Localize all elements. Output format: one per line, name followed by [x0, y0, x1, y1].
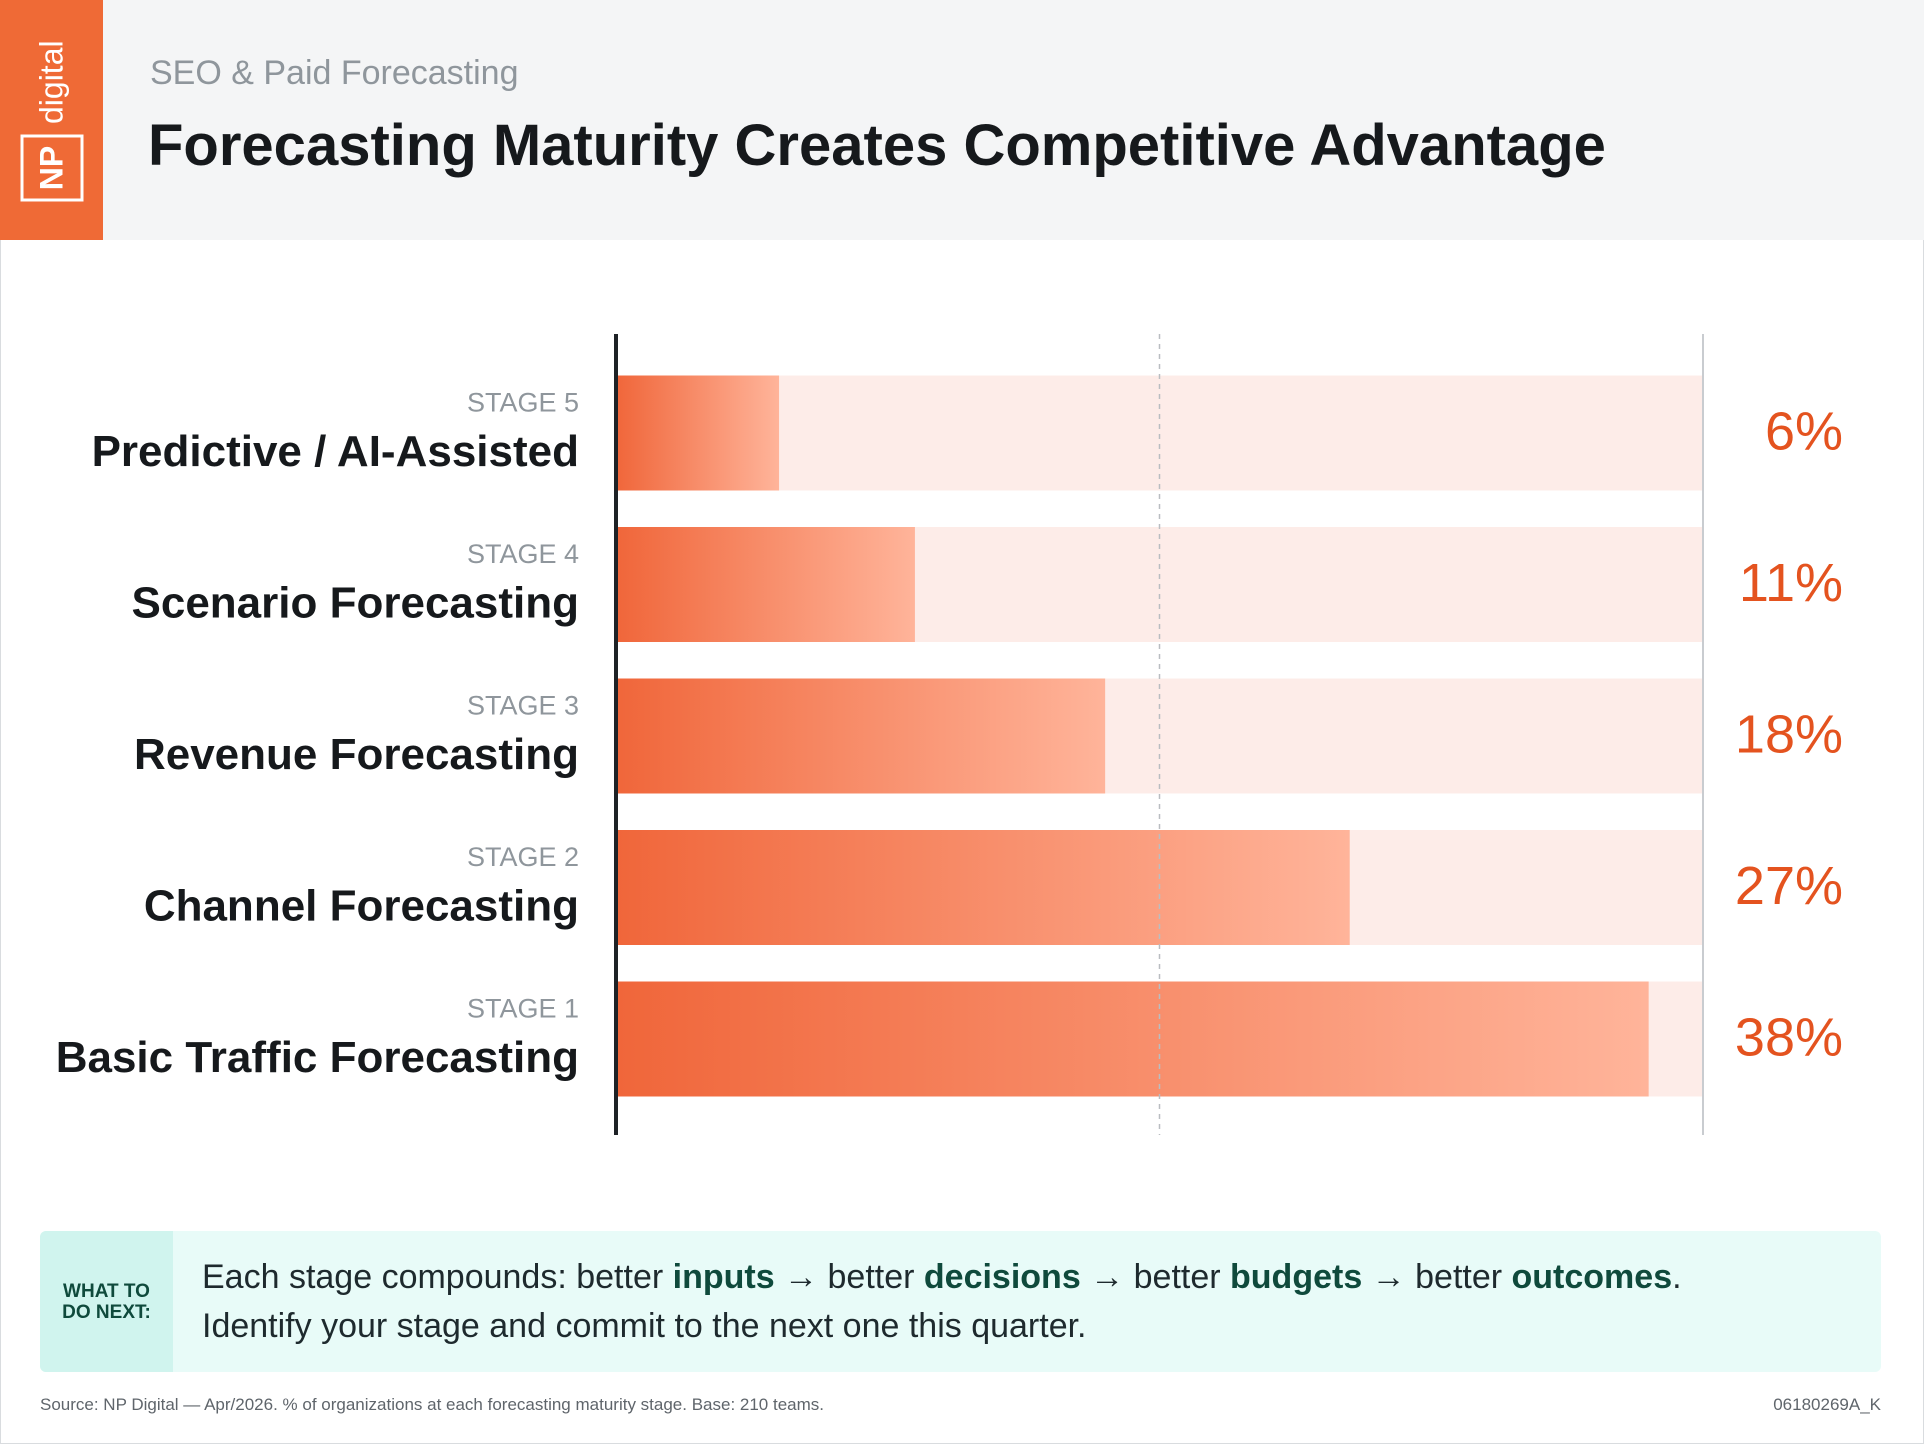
- note-segment: → better: [1362, 1258, 1512, 1296]
- note-segment: → better: [1080, 1258, 1231, 1296]
- note-emphasis: decisions: [923, 1258, 1081, 1296]
- note-segment: → better: [774, 1258, 924, 1296]
- category-label: Scenario Forecasting: [132, 579, 579, 628]
- value-label: 6%: [1765, 401, 1843, 461]
- note-segment: Each stage compounds: better: [202, 1258, 673, 1296]
- category-label: Revenue Forecasting: [134, 730, 579, 779]
- bar: [616, 981, 1649, 1097]
- note-text: Each stage compounds: better inputs → be…: [202, 1253, 1682, 1351]
- note-emphasis: inputs: [672, 1258, 775, 1296]
- stage-label: STAGE 5: [467, 388, 579, 418]
- value-label: 11%: [1739, 553, 1843, 613]
- bar: [616, 830, 1350, 945]
- category-label: Channel Forecasting: [144, 882, 579, 931]
- note-segment: Identify your stage and commit to the ne…: [202, 1307, 1087, 1345]
- note-label-box: WHAT TO DO NEXT:: [40, 1231, 173, 1372]
- code: 06180269A_K: [1773, 1395, 1881, 1414]
- note-emphasis: outcomes: [1511, 1258, 1673, 1296]
- logo: NP digital: [0, 0, 103, 240]
- source: Source: NP Digital — Apr/2026. % of orga…: [40, 1395, 824, 1414]
- header: NP digital SEO & Paid Forecasting Foreca…: [0, 0, 1924, 240]
- chart-title: Forecasting Maturity Creates Competitive…: [148, 113, 1606, 178]
- logo-np: NP: [33, 146, 69, 190]
- bar: [616, 678, 1106, 794]
- note-line: Each stage compounds: better inputs → be…: [202, 1253, 1682, 1302]
- supertitle: SEO & Paid Forecasting: [150, 54, 519, 92]
- stage-label: STAGE 3: [467, 691, 579, 721]
- bar: [616, 375, 780, 491]
- category-label: Basic Traffic Forecasting: [56, 1033, 579, 1082]
- category-label: Predictive / AI-Assisted: [92, 427, 579, 476]
- value-label: 27%: [1735, 856, 1843, 916]
- stage-label: STAGE 4: [467, 539, 579, 569]
- logo-word: digital: [33, 40, 69, 124]
- value-label: 18%: [1735, 704, 1843, 764]
- stage-label: STAGE 2: [467, 842, 579, 872]
- logo-box: [20, 134, 84, 202]
- value-label: 38%: [1735, 1007, 1843, 1067]
- note-label: WHAT TO DO NEXT:: [62, 1280, 151, 1323]
- logo-mark: NP digital: [20, 40, 84, 202]
- note-emphasis: budgets: [1230, 1258, 1363, 1296]
- note-line: Identify your stage and commit to the ne…: [202, 1302, 1682, 1351]
- note-segment: .: [1672, 1258, 1682, 1296]
- stage-label: STAGE 1: [467, 994, 579, 1024]
- chart: STAGE 5 Predictive / AI-Assisted 6% STAGE 4…: [56, 334, 1843, 1135]
- bar: [616, 527, 915, 642]
- note-box: WHAT TO DO NEXT: Each stage compounds: b…: [40, 1231, 1881, 1372]
